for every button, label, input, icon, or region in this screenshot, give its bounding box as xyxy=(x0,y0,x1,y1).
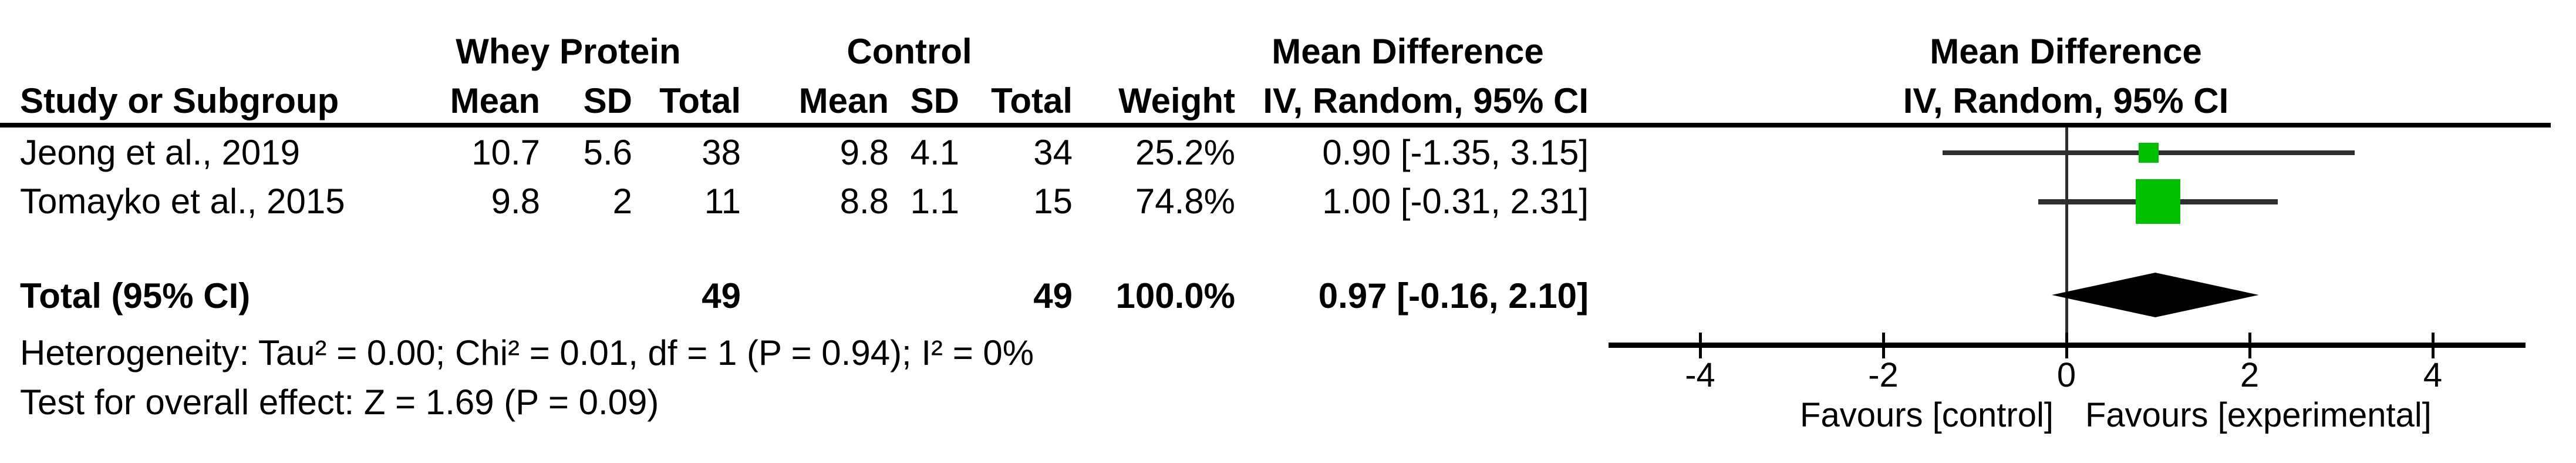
col-header-study: Study or Subgroup xyxy=(20,81,339,120)
col-header-sd-ctrl: SD xyxy=(910,81,959,120)
col-header-total-ctrl: Total xyxy=(991,81,1073,120)
pooled-diamond xyxy=(2052,273,2259,317)
axis-tick xyxy=(2248,333,2251,358)
cell-total-exp: 38 xyxy=(702,133,741,172)
zero-line xyxy=(2065,128,2068,348)
cell-sd-exp: 5.6 xyxy=(583,133,632,172)
plot-header-effect: Mean Difference xyxy=(1930,32,2202,71)
cell-sd-ctrl: 1.1 xyxy=(910,182,959,221)
col-header-mean-ctrl: Mean xyxy=(798,81,889,120)
axis-tick-label: 4 xyxy=(2423,356,2443,394)
axis-tick xyxy=(1882,333,1885,358)
cell-total-ctrl: 34 xyxy=(1033,133,1073,172)
group-header-effect: Mean Difference xyxy=(1272,32,1544,71)
cell-ci: 0.90 [-1.35, 3.15] xyxy=(1322,133,1589,172)
favours-experimental-label: Favours [experimental] xyxy=(2085,396,2432,434)
axis-tick-label: 0 xyxy=(2056,356,2076,394)
cell-mean-ctrl: 8.8 xyxy=(839,182,889,221)
cell-sd-ctrl: 4.1 xyxy=(910,133,959,172)
axis-tick-label: -4 xyxy=(1685,356,1715,394)
plot-header-model: IV, Random, 95% CI xyxy=(1903,81,2229,120)
col-header-mean-exp: Mean xyxy=(450,81,540,120)
group-header-control: Control xyxy=(847,32,972,71)
cell-sd-exp: 2 xyxy=(612,182,632,221)
cell-ci: 1.00 [-0.31, 2.31] xyxy=(1322,182,1589,221)
favours-control-label: Favours [control] xyxy=(1800,396,2054,434)
study-name: Tomayko et al., 2015 xyxy=(20,182,345,221)
axis-tick-label: -2 xyxy=(1868,356,1899,394)
col-header-weight: Weight xyxy=(1118,81,1235,120)
effect-marker xyxy=(2139,143,2159,163)
cell-total-ctrl: 15 xyxy=(1033,182,1073,221)
total-n-ctrl: 49 xyxy=(1033,276,1073,316)
axis-tick xyxy=(2431,333,2435,358)
col-header-sd-exp: SD xyxy=(583,81,632,120)
total-label: Total (95% CI) xyxy=(20,276,251,316)
header-divider-line xyxy=(0,123,2551,128)
axis-tick xyxy=(1698,333,1702,358)
group-header-experimental: Whey Protein xyxy=(456,32,681,71)
cell-total-exp: 11 xyxy=(704,182,741,221)
col-header-ci: IV, Random, 95% CI xyxy=(1263,81,1589,120)
cell-mean-exp: 10.7 xyxy=(471,133,540,172)
study-name: Jeong et al., 2019 xyxy=(20,133,301,172)
cell-weight: 25.2% xyxy=(1135,133,1235,172)
axis-tick-label: 2 xyxy=(2240,356,2260,394)
effect-marker xyxy=(2136,179,2180,224)
overall-effect-text: Test for overall effect: Z = 1.69 (P = 0… xyxy=(20,383,659,422)
total-weight: 100.0% xyxy=(1115,276,1236,316)
total-n-exp: 49 xyxy=(702,276,741,316)
col-header-total-exp: Total xyxy=(659,81,741,120)
heterogeneity-text: Heterogeneity: Tau² = 0.00; Chi² = 0.01,… xyxy=(20,333,1034,373)
total-ci: 0.97 [-0.16, 2.10] xyxy=(1318,276,1589,316)
cell-weight: 74.8% xyxy=(1135,182,1235,221)
cell-mean-ctrl: 9.8 xyxy=(839,133,889,172)
cell-mean-exp: 9.8 xyxy=(491,182,540,221)
axis-tick xyxy=(2065,333,2068,358)
